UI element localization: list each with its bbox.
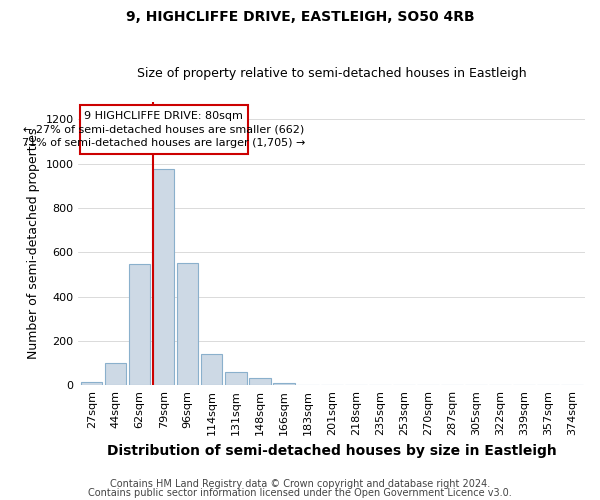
Bar [177, 264, 199, 385]
FancyBboxPatch shape [80, 105, 248, 154]
Bar [105, 363, 127, 385]
Bar [273, 384, 295, 385]
Text: ← 27% of semi-detached houses are smaller (662): ← 27% of semi-detached houses are smalle… [23, 124, 304, 134]
Y-axis label: Number of semi-detached properties: Number of semi-detached properties [27, 128, 40, 359]
Text: 71% of semi-detached houses are larger (1,705) →: 71% of semi-detached houses are larger (… [22, 138, 305, 148]
Text: 9, HIGHCLIFFE DRIVE, EASTLEIGH, SO50 4RB: 9, HIGHCLIFFE DRIVE, EASTLEIGH, SO50 4RB [125, 10, 475, 24]
X-axis label: Distribution of semi-detached houses by size in Eastleigh: Distribution of semi-detached houses by … [107, 444, 557, 458]
Text: 9 HIGHCLIFFE DRIVE: 80sqm: 9 HIGHCLIFFE DRIVE: 80sqm [84, 110, 243, 120]
Bar [201, 354, 223, 385]
Text: Contains HM Land Registry data © Crown copyright and database right 2024.: Contains HM Land Registry data © Crown c… [110, 479, 490, 489]
Bar [129, 264, 151, 385]
Text: Contains public sector information licensed under the Open Government Licence v3: Contains public sector information licen… [88, 488, 512, 498]
Bar [81, 382, 103, 385]
Bar [153, 169, 175, 385]
Bar [225, 372, 247, 385]
Bar [249, 378, 271, 385]
Title: Size of property relative to semi-detached houses in Eastleigh: Size of property relative to semi-detach… [137, 66, 527, 80]
